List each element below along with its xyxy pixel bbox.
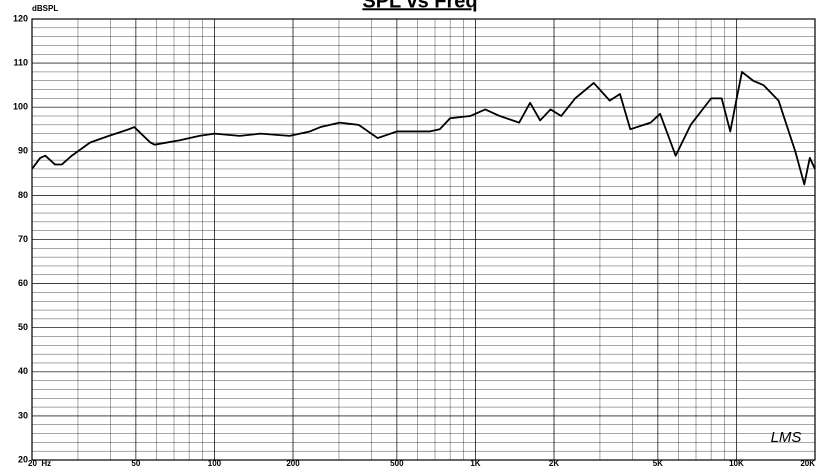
y-tick-label: 110: [13, 57, 28, 67]
chart-title: SPL vs Freq: [362, 0, 477, 12]
y-tick-label: 120: [13, 13, 28, 23]
x-tick-label: 20K: [800, 459, 815, 468]
x-tick-label: 2K: [549, 459, 559, 468]
y-tick-label: 70: [18, 234, 28, 244]
x-tick-label: 1K: [470, 459, 480, 468]
y-tick-label: 40: [18, 366, 28, 376]
y-tick-label: 60: [18, 278, 28, 288]
x-tick-label: 500: [390, 459, 404, 468]
y-tick-label: 50: [18, 322, 28, 332]
watermark: LMS: [771, 429, 802, 446]
y-tick-label: 80: [18, 190, 28, 200]
line-series: [31, 71, 816, 186]
y-axis-label: dBSPL: [32, 4, 58, 13]
x-tick-label: 10K: [729, 459, 744, 468]
y-tick-label: 90: [18, 146, 28, 156]
x-tick-label: 100: [208, 459, 222, 468]
y-tick-label: 100: [13, 102, 28, 112]
y-tick-label: 30: [18, 410, 28, 420]
x-tick-label: 20 Hz: [28, 459, 51, 468]
x-tick-label: 200: [286, 459, 300, 468]
plot-frame: [31, 18, 816, 461]
x-tick-label: 50: [131, 459, 140, 468]
x-tick-label: 5K: [653, 459, 663, 468]
y-tick-label: 20: [18, 454, 28, 464]
